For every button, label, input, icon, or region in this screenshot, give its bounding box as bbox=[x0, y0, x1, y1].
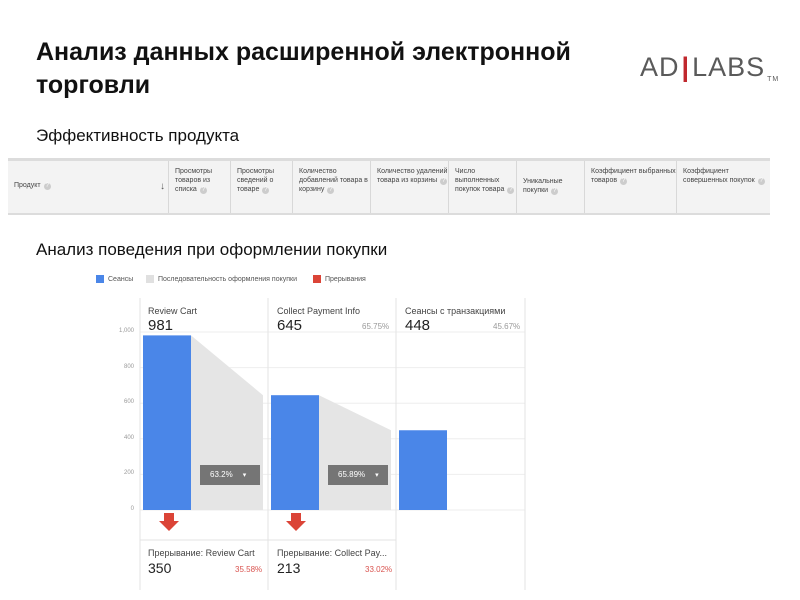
y-tick-label: 800 bbox=[123, 363, 134, 370]
drop-percent-1: 35.58% bbox=[235, 565, 263, 574]
table-header-label: Число выполненных покупок товара bbox=[455, 168, 505, 193]
table-header-label: Коэффициент выбранных товаров bbox=[591, 168, 676, 184]
table-header-unique-purchases[interactable]: Уникальные покупки? bbox=[516, 161, 584, 213]
legend-label: Последовательность оформления покупки bbox=[158, 275, 298, 283]
drop-arrow-icon[interactable] bbox=[159, 513, 179, 531]
step-percent-3: 45.67% bbox=[493, 322, 521, 331]
sort-arrow-icon[interactable]: ↓ bbox=[160, 181, 165, 192]
table-header-buy-to-detail-rate[interactable]: Коэффициент совершенных покупок? bbox=[676, 161, 770, 213]
product-performance-table: Продукт? ↓ Просмотры товаров из списка? … bbox=[8, 158, 770, 215]
step-name-1: Review Cart bbox=[148, 306, 198, 316]
table-header-label: Уникальные покупки bbox=[523, 178, 563, 194]
step-value-1: 981 bbox=[148, 317, 174, 334]
flow-area bbox=[319, 395, 391, 510]
table-header-label: Просмотры сведений о товаре bbox=[237, 168, 274, 193]
table-header-detail-views[interactable]: Просмотры сведений о товаре? bbox=[230, 161, 292, 213]
drop-label-2: Прерывание: Collect Pay... bbox=[277, 548, 387, 558]
help-icon: ? bbox=[327, 187, 335, 194]
legend-swatch bbox=[146, 275, 154, 283]
logo-slash: | bbox=[681, 52, 691, 82]
step-percent-2: 65.75% bbox=[362, 322, 390, 331]
step-value-2: 645 bbox=[277, 317, 303, 334]
logo-left: AD bbox=[640, 52, 680, 82]
help-icon: ? bbox=[507, 187, 515, 194]
logo-right: LABS bbox=[692, 52, 766, 82]
y-tick-label: 600 bbox=[123, 399, 134, 406]
drop-arrow-icon[interactable] bbox=[286, 513, 306, 531]
y-tick-label: 1,000 bbox=[118, 328, 134, 334]
help-icon: ? bbox=[440, 178, 448, 185]
section-product-performance: Эффективность продукта bbox=[36, 126, 240, 145]
table-header-label: Коэффициент совершенных покупок bbox=[683, 168, 755, 184]
table-header-label: Количество удалений товара из корзины bbox=[377, 168, 448, 184]
table-header-remove-from-cart[interactable]: Количество удалений товара из корзины? bbox=[370, 161, 448, 213]
help-icon: ? bbox=[757, 178, 765, 185]
conversion-rate: 65.89% bbox=[338, 470, 366, 479]
legend-drops: Прерывания bbox=[313, 275, 366, 283]
legend-swatch bbox=[313, 275, 321, 283]
legend-sessions: Сеансы bbox=[96, 275, 133, 283]
legend-label: Прерывания bbox=[325, 275, 366, 283]
legend-swatch bbox=[96, 275, 104, 283]
caret-down-icon: ▾ bbox=[242, 472, 247, 479]
bar[interactable] bbox=[143, 335, 191, 510]
chart-dividers bbox=[139, 298, 526, 590]
conversion-badge-1[interactable]: 63.2% ▾ bbox=[200, 465, 260, 485]
drop-label-1: Прерывание: Review Cart bbox=[148, 548, 255, 558]
table-header-label: Продукт bbox=[14, 182, 41, 189]
table-header-product[interactable]: Продукт? bbox=[8, 161, 158, 213]
y-tick-label: 200 bbox=[123, 470, 134, 477]
step-name-2: Collect Payment Info bbox=[277, 306, 361, 316]
drop-value-2: 213 bbox=[277, 560, 301, 576]
logo-tm: TM bbox=[767, 76, 780, 83]
help-icon: ? bbox=[551, 188, 559, 195]
bar[interactable] bbox=[399, 430, 447, 510]
table-header-purchases[interactable]: Число выполненных покупок товара? bbox=[448, 161, 516, 213]
adlabs-logo: AD|LABS TM bbox=[640, 52, 779, 83]
table-header-add-to-cart[interactable]: Количество добавлений товара в корзину? bbox=[292, 161, 370, 213]
help-icon: ? bbox=[262, 187, 270, 194]
page-title: Анализ данных расширенной электронной то… bbox=[36, 38, 571, 99]
y-tick-label: 0 bbox=[130, 506, 134, 512]
legend-label: Сеансы bbox=[108, 275, 134, 283]
drop-percent-2: 33.02% bbox=[365, 565, 393, 574]
step-value-3: 448 bbox=[405, 317, 431, 334]
help-icon: ? bbox=[620, 178, 628, 185]
help-icon: ? bbox=[199, 187, 207, 194]
table-header-label: Просмотры товаров из списка bbox=[175, 168, 212, 193]
step-name-3: Сеансы с транзакциями bbox=[405, 306, 506, 316]
chart-bars bbox=[143, 335, 447, 510]
table-header-list-views[interactable]: Просмотры товаров из списка? bbox=[168, 161, 230, 213]
drop-value-1: 350 bbox=[148, 560, 172, 576]
table-header-label: Количество добавлений товара в корзину bbox=[299, 168, 368, 193]
conversion-badge-2[interactable]: 65.89% ▾ bbox=[328, 465, 388, 485]
bar[interactable] bbox=[271, 395, 319, 510]
conversion-rate: 63.2% bbox=[210, 470, 233, 479]
table-header-cart-to-detail-rate[interactable]: Коэффициент выбранных товаров? bbox=[584, 161, 676, 213]
y-tick-label: 400 bbox=[123, 434, 134, 441]
section-checkout-behavior: Анализ поведения при оформлении покупки bbox=[36, 240, 388, 259]
help-icon: ? bbox=[43, 183, 51, 190]
caret-down-icon: ▾ bbox=[375, 472, 379, 479]
legend-checkout-flow: Последовательность оформления покупки bbox=[146, 275, 297, 283]
